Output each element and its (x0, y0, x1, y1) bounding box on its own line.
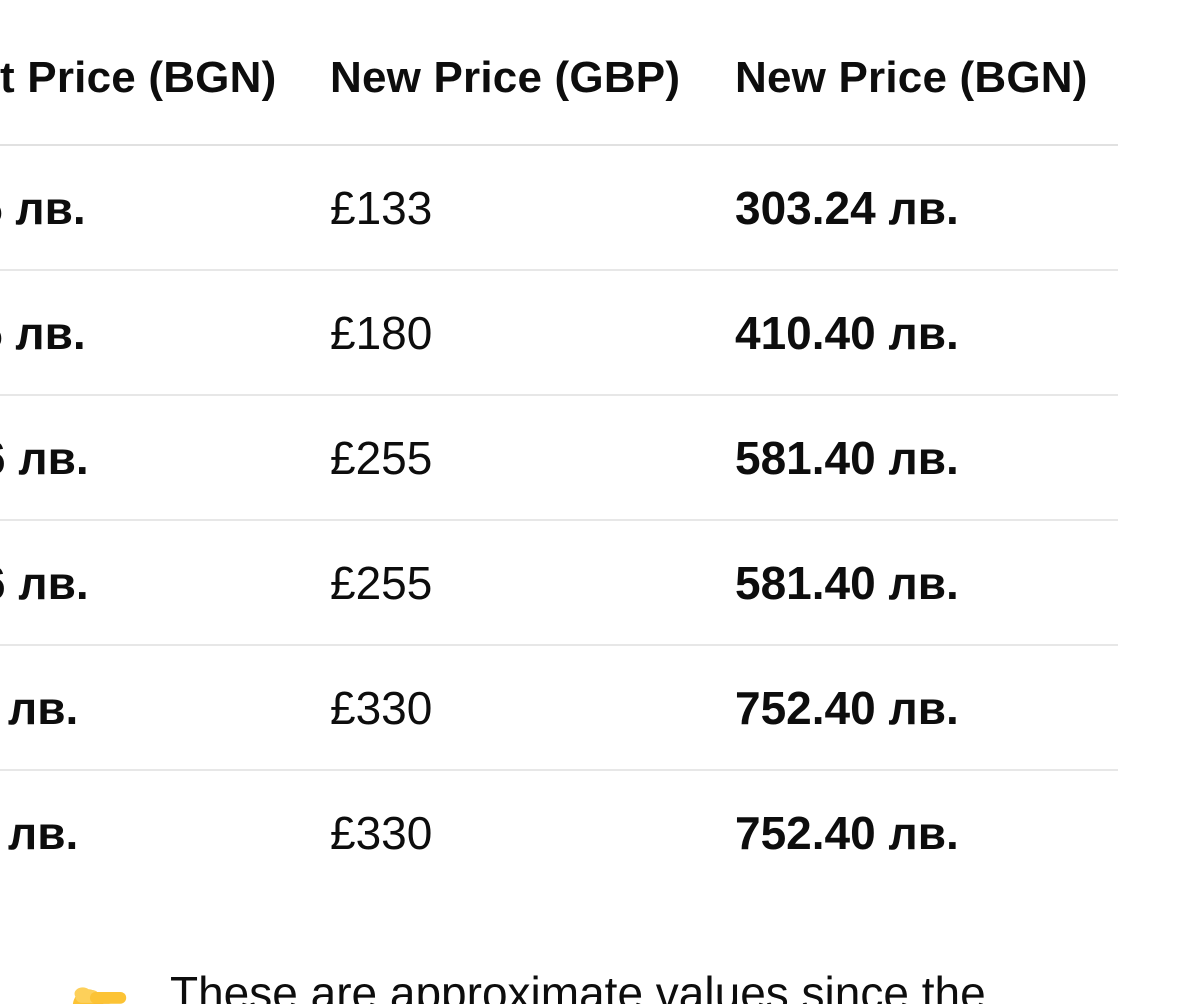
cell-new-price-gbp: £255 (330, 560, 735, 606)
cell-current-price-bgn: лв. (0, 771, 330, 894)
current-price-bgn-fragment: 5 лв. (0, 306, 86, 359)
cell-new-price-gbp: £330 (330, 810, 735, 856)
table-row: 6 лв. £255 581.40 лв. (0, 519, 1118, 644)
cell-new-price-gbp: £133 (330, 185, 735, 231)
new-price-bgn-value: 752.40 лв. (735, 681, 959, 734)
footer-note: These are approximate values since the (70, 970, 986, 1004)
new-price-gbp-value: £180 (330, 306, 433, 359)
current-price-bgn-fragment: 6 лв. (0, 431, 89, 484)
header-label-current-price-bgn: t Price (BGN) (0, 53, 277, 102)
new-price-bgn-value: 581.40 лв. (735, 556, 959, 609)
new-price-gbp-value: £330 (330, 806, 433, 859)
cell-new-price-gbp: £255 (330, 435, 735, 481)
header-new-price-gbp: New Price (GBP) (330, 53, 735, 103)
header-label-new-price-bgn: New Price (BGN) (735, 53, 1088, 102)
table-row: лв. £330 752.40 лв. (0, 644, 1118, 769)
cell-new-price-gbp: £180 (330, 310, 735, 356)
table-row: 6 лв. £255 581.40 лв. (0, 394, 1118, 519)
current-price-bgn-fragment: лв. (8, 681, 79, 734)
cell-new-price-bgn: 581.40 лв. (735, 560, 1118, 606)
cell-current-price-bgn: 6 лв. (0, 396, 330, 519)
cell-current-price-bgn: 6 лв. (0, 521, 330, 644)
header-current-price-bgn: t Price (BGN) (0, 12, 330, 144)
table-row: 5 лв. £180 410.40 лв. (0, 269, 1118, 394)
table-row: лв. £330 752.40 лв. (0, 769, 1118, 894)
new-price-gbp-value: £330 (330, 681, 433, 734)
cell-current-price-bgn: 5 лв. (0, 146, 330, 269)
current-price-bgn-fragment: лв. (8, 806, 79, 859)
header-new-price-bgn: New Price (BGN) (735, 53, 1118, 103)
cell-current-price-bgn: лв. (0, 646, 330, 769)
cell-new-price-bgn: 410.40 лв. (735, 310, 1118, 356)
table-row: 5 лв. £133 303.24 лв. (0, 146, 1118, 269)
footer-note-text: These are approximate values since the (170, 967, 986, 1004)
new-price-bgn-value: 752.40 лв. (735, 806, 959, 859)
table-header-row: t Price (BGN) New Price (GBP) New Price … (0, 0, 1118, 146)
pointing-right-emoji-icon (70, 972, 128, 1004)
new-price-bgn-value: 303.24 лв. (735, 181, 959, 234)
cell-new-price-bgn: 752.40 лв. (735, 810, 1118, 856)
new-price-bgn-value: 410.40 лв. (735, 306, 959, 359)
cell-new-price-gbp: £330 (330, 685, 735, 731)
cell-new-price-bgn: 581.40 лв. (735, 435, 1118, 481)
new-price-gbp-value: £255 (330, 556, 433, 609)
current-price-bgn-fragment: 6 лв. (0, 556, 89, 609)
new-price-gbp-value: £255 (330, 431, 433, 484)
new-price-bgn-value: 581.40 лв. (735, 431, 959, 484)
cell-new-price-bgn: 752.40 лв. (735, 685, 1118, 731)
current-price-bgn-fragment: 5 лв. (0, 181, 86, 234)
price-table: t Price (BGN) New Price (GBP) New Price … (0, 0, 1118, 894)
cell-current-price-bgn: 5 лв. (0, 271, 330, 394)
cell-new-price-bgn: 303.24 лв. (735, 185, 1118, 231)
new-price-gbp-value: £133 (330, 181, 433, 234)
header-label-new-price-gbp: New Price (GBP) (330, 53, 681, 102)
